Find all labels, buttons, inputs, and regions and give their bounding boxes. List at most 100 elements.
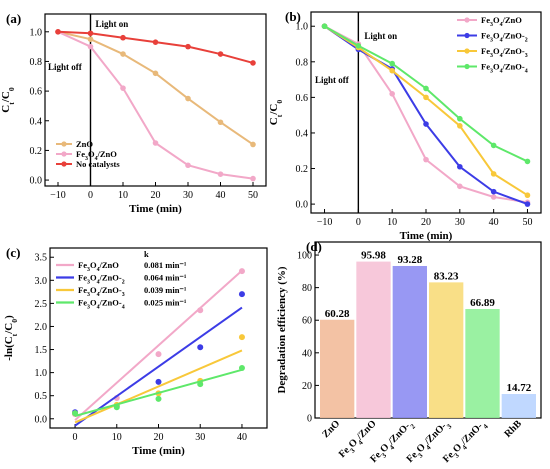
data-point [250, 60, 256, 66]
data-point [524, 158, 531, 165]
plot-frame [314, 241, 542, 419]
y-tick-label: 2.5 [35, 299, 48, 310]
data-point [87, 36, 94, 43]
data-point [457, 123, 463, 129]
data-point [457, 115, 463, 122]
data-point [490, 188, 497, 195]
legend-label: Fe3O4/ZnO [481, 15, 522, 28]
fit-line [74, 349, 243, 424]
bar-value-label: 60.28 [325, 308, 350, 320]
data-point [250, 141, 256, 148]
data-point [524, 201, 531, 207]
legend-rate: 0.064 min⁻¹ [144, 273, 187, 283]
legend-marker [464, 17, 470, 23]
x-tick-label: −10 [50, 190, 66, 201]
y-tick-label: 0.6 [296, 93, 309, 104]
x-tick-label: 40 [216, 190, 226, 201]
bar-value-label: 95.98 [361, 250, 386, 262]
bar [392, 265, 427, 418]
y-axis-label: Degradation efficiency (%) [276, 266, 288, 393]
data-point [155, 378, 162, 385]
data-point [389, 91, 395, 97]
x-tick-label: 0 [73, 432, 78, 443]
data-point [423, 94, 429, 101]
y-tick-label: 0.4 [296, 128, 309, 139]
data-point [217, 171, 224, 177]
y-tick-label: 0.8 [296, 57, 309, 68]
data-point [321, 23, 328, 30]
y-axis-label: Ct​/C0​ [0, 87, 16, 113]
x-tick-label: 30 [183, 190, 193, 201]
y-axis-label: Ct​/C0​ [268, 100, 284, 126]
y-tick-label: 1.5 [35, 345, 48, 356]
legend-label: Fe3O4/ZnO-2 [78, 273, 125, 286]
data-point [217, 51, 224, 57]
data-point [355, 42, 362, 49]
x-tick-label: 20 [421, 217, 431, 228]
data-point [197, 381, 204, 388]
data-point [238, 291, 245, 298]
x-tick-label: 0 [88, 190, 93, 201]
panel-0: 0.0 0.2 0.4 0.6 0.8 1.0 −10 0 10 20 30 40 50 Time (mi… [0, 11, 267, 215]
y-tick-label: 100 [297, 251, 312, 262]
data-point [113, 404, 120, 411]
legend-marker [464, 63, 470, 70]
data-point [120, 34, 126, 41]
panel-label: (d) [306, 239, 322, 254]
data-point [55, 28, 61, 35]
x-tick-label: 20 [151, 190, 161, 201]
panel-label: (c) [6, 245, 20, 260]
legend-header: k [144, 249, 149, 259]
data-point [87, 43, 94, 50]
y-tick-label: 80 [302, 283, 312, 294]
data-point [155, 395, 162, 402]
y-tick-label: 0.0 [35, 414, 48, 425]
legend-label: Fe3O4/ZnO-3 [481, 46, 528, 59]
data-point [87, 30, 94, 37]
legend-rate: 0.081 min⁻¹ [144, 260, 187, 270]
bar-value-label: 93.28 [397, 254, 422, 266]
panel-3: 0 20 40 60 80 100 Degradation efficiency (%) (d… [276, 239, 542, 465]
data-point [120, 85, 126, 91]
bar [465, 308, 500, 418]
bar [356, 261, 391, 418]
legend-label: Fe3O4/ZnO-2 [481, 31, 528, 44]
data-point [490, 142, 497, 149]
legend-marker [61, 141, 67, 147]
light-off-label: Light off [48, 62, 83, 72]
data-point [197, 307, 204, 314]
legend-label: Fe3O4/ZnO-4 [481, 62, 528, 75]
y-tick-label: 3.5 [35, 253, 48, 264]
y-tick-label: 0.4 [30, 116, 43, 127]
y-tick-label: 0.5 [35, 391, 48, 402]
light-on-label: Light on [96, 19, 129, 29]
data-point [120, 51, 126, 57]
bar-value-label: 14.72 [506, 382, 531, 394]
legend-label: Fe3O4/ZnO-3 [78, 285, 125, 298]
legend-marker [61, 161, 67, 167]
x-tick-label: 10 [387, 217, 397, 228]
data-point [152, 140, 159, 146]
x-tick-label: 40 [237, 432, 247, 443]
y-axis-label: -ln(Ct​/C0​) [3, 315, 19, 361]
panel-label: (a) [6, 11, 21, 26]
y-tick-label: 2.0 [35, 322, 48, 333]
panel-1: 0.0 0.2 0.4 0.6 0.8 1.0 −10 0 10 20 30 40 50 Time (mi… [268, 9, 542, 242]
y-tick-label: 0.2 [30, 146, 43, 157]
data-point [152, 39, 159, 45]
bar [429, 282, 464, 418]
x-tick-label: 0 [356, 217, 361, 228]
series-line [57, 30, 254, 64]
data-point [72, 410, 79, 417]
y-tick-label: 1.0 [30, 27, 43, 38]
data-point [250, 175, 256, 182]
data-point [423, 121, 429, 127]
panel-2: 0.0 0.5 1.0 1.5 2.0 2.5 3.0 3.5 0 10 20 30 40 Time (m… [3, 245, 268, 457]
data-point [423, 85, 429, 92]
x-axis-label: Time (min) [400, 230, 453, 242]
data-point [389, 60, 395, 67]
category-label: RhB [502, 418, 524, 440]
x-axis-label: Time (min) [132, 445, 185, 457]
data-point [185, 95, 191, 102]
